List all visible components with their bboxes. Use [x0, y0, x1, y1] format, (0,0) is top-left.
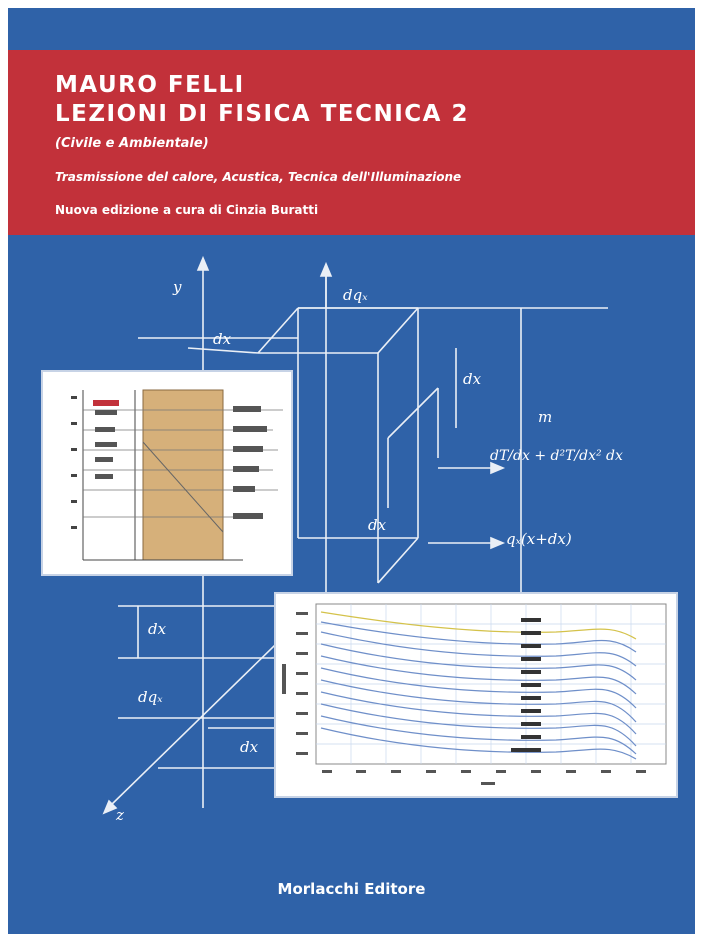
- dx-mid-label: dx: [463, 370, 482, 388]
- y-axis-arrow: [196, 255, 210, 271]
- author-name: MAURO FELLI: [55, 72, 245, 98]
- dqx-label: dqₓ: [343, 286, 368, 304]
- heat-diagram: [102, 255, 608, 815]
- wall-profile-drawing: [71, 389, 283, 561]
- dqx-left-label: dqₓ: [138, 688, 163, 706]
- dx-lower-label: dx: [368, 516, 387, 534]
- q-expr-label: qₓ(x+dx): [506, 530, 572, 548]
- book-title: LEZIONI DI FISICA TECNICA 2: [55, 101, 469, 127]
- edition-note: Nuova edizione a cura di Cinzia Buratti: [55, 203, 319, 217]
- curves-plot-figure: [274, 592, 678, 798]
- book-cover: MAURO FELLI LEZIONI DI FISICA TECNICA 2 …: [8, 8, 695, 934]
- y-axis-label: y: [173, 278, 182, 296]
- gradient-label: dT/dx + d²T/dx² dx: [490, 448, 623, 464]
- dx-top-label: dx: [213, 330, 232, 348]
- wall-profile-figure: [41, 370, 293, 576]
- z-axis-label: z: [116, 806, 124, 824]
- publisher-name: Morlacchi Editore: [277, 880, 426, 898]
- curves-plot-drawing: [282, 603, 667, 785]
- dx-left-label: dx: [148, 620, 167, 638]
- z-axis-arrow: [102, 799, 118, 815]
- dx-bottom-label: dx: [240, 738, 259, 756]
- m-label: m: [538, 408, 553, 426]
- book-topics: Trasmissione del calore, Acustica, Tecni…: [55, 170, 462, 184]
- book-subtitle: (Civile e Ambientale): [55, 136, 209, 151]
- title-banner: MAURO FELLI LEZIONI DI FISICA TECNICA 2 …: [8, 50, 695, 235]
